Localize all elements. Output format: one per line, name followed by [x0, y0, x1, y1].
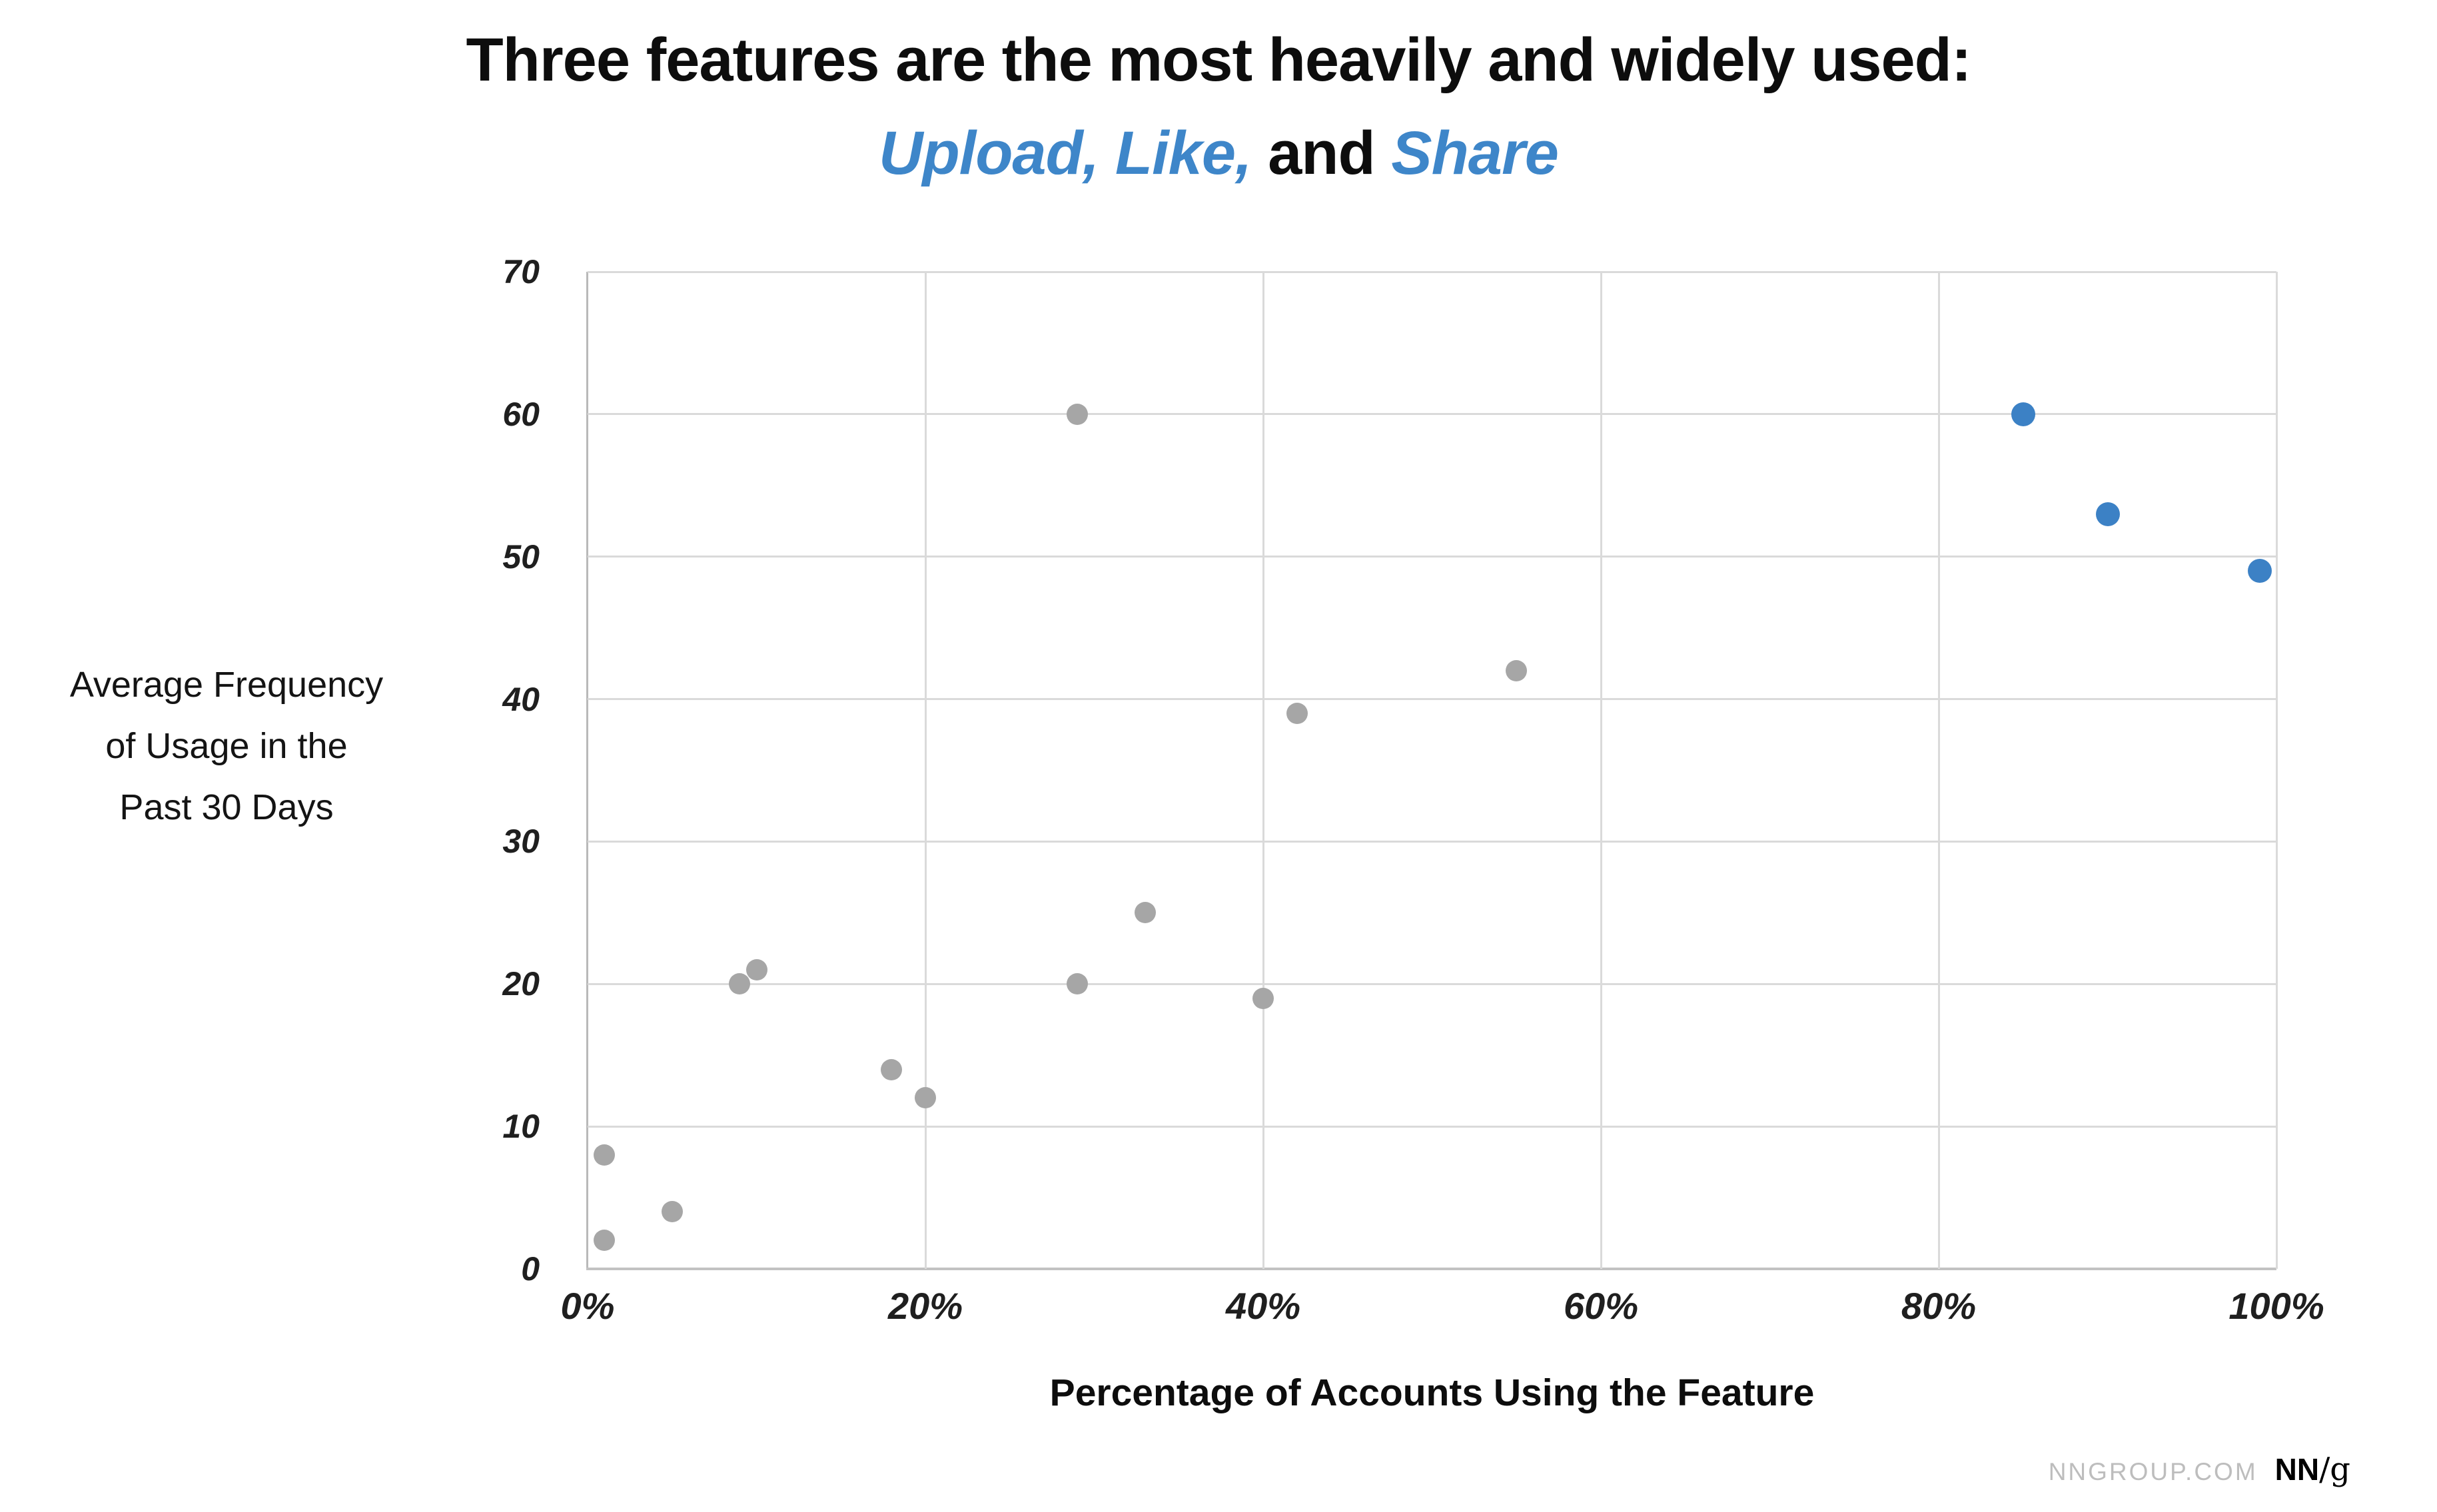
data-point-gray: [1134, 902, 1156, 924]
y-tick-label-20: 20: [502, 965, 540, 1003]
gridline-x-60: [1600, 272, 1602, 1269]
gridline-y-60: [588, 413, 2276, 416]
chart-title-line2: Upload, Like, and Share: [0, 119, 2437, 189]
data-point-gray: [1067, 973, 1089, 995]
data-point-gray: [1067, 403, 1089, 425]
y-tick-label-60: 60: [502, 395, 540, 433]
x-axis-tick-labels: 0% 20% 40% 60% 80% 100%: [561, 1284, 2324, 1344]
x-tick-label-0: 0%: [560, 1285, 615, 1327]
gridline-y-40: [588, 698, 2276, 701]
nngroup-site-text: NNGROUP.COM: [2048, 1458, 2258, 1485]
chart-title-line1: Three features are the most heavily and …: [466, 26, 1971, 94]
footer: NNGROUP.COM NN/g: [2049, 1451, 2350, 1488]
gridline-y-30: [588, 840, 2276, 843]
data-point-gray: [594, 1230, 616, 1252]
y-axis-line: [586, 272, 588, 1269]
data-point-gray: [745, 958, 767, 980]
data-point-gray: [915, 1087, 936, 1109]
title-word-and: and: [1251, 119, 1392, 187]
data-point-gray: [881, 1058, 903, 1080]
data-point-gray: [729, 973, 751, 995]
y-tick-label-30: 30: [502, 823, 540, 861]
y-tick-label-0: 0: [521, 1250, 540, 1288]
x-tick-label-20: 20%: [887, 1285, 963, 1327]
title-word-upload-like: Upload, Like,: [879, 119, 1252, 187]
data-point-gray: [1286, 702, 1308, 724]
data-point-gray: [594, 1144, 616, 1166]
data-point-gray: [1506, 659, 1528, 681]
y-tick-label-50: 50: [502, 538, 540, 575]
gridline-y-70: [588, 270, 2276, 273]
gridline-x-100: [2275, 272, 2278, 1269]
gridline-y-50: [588, 556, 2276, 558]
plot-area: [586, 270, 2278, 1270]
gridline-y-10: [588, 1125, 2276, 1128]
x-tick-label-80: 80%: [1901, 1285, 1977, 1327]
data-point-gray: [1252, 987, 1274, 1009]
y-axis-tick-labels: 0 10 20 30 40 50 60 70: [0, 253, 564, 1288]
gridline-x-40: [1262, 272, 1264, 1269]
x-tick-label-40: 40%: [1225, 1285, 1301, 1327]
y-tick-label-10: 10: [502, 1108, 540, 1146]
x-axis-line: [586, 1268, 2276, 1270]
data-point-gray: [661, 1201, 683, 1223]
y-axis-title-line2: of Usage in the: [105, 726, 348, 766]
x-axis-title: Percentage of Accounts Using the Feature: [1049, 1371, 1815, 1414]
x-tick-label-60: 60%: [1563, 1285, 1639, 1327]
y-axis-title: Average Frequency of Usage in the Past 3…: [27, 654, 426, 838]
data-point-blue: [2011, 402, 2035, 426]
title-word-share: Share: [1391, 119, 1559, 187]
y-tick-label-70: 70: [502, 253, 540, 290]
gridline-x-80: [1937, 272, 1940, 1269]
gridline-y-20: [588, 982, 2276, 985]
data-point-blue: [2095, 502, 2120, 526]
data-point-blue: [2247, 559, 2272, 583]
y-tick-label-40: 40: [502, 680, 540, 718]
gridline-x-20: [924, 272, 927, 1269]
nng-logo: NN/g: [2274, 1451, 2350, 1488]
x-tick-label-100: 100%: [2228, 1285, 2324, 1327]
y-axis-title-line3: Past 30 Days: [119, 787, 334, 827]
y-axis-title-line1: Average Frequency: [69, 665, 384, 705]
